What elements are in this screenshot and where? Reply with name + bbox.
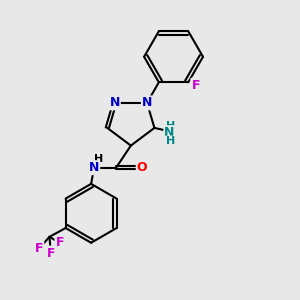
Text: N: N	[89, 161, 99, 174]
Text: H: H	[166, 136, 175, 146]
Text: F: F	[46, 247, 55, 260]
Text: H: H	[166, 122, 175, 131]
Text: F: F	[191, 79, 200, 92]
Text: N: N	[142, 96, 152, 110]
Text: N: N	[164, 126, 174, 139]
Text: F: F	[56, 236, 64, 249]
Text: N: N	[110, 96, 120, 110]
Text: H: H	[94, 154, 103, 164]
Text: O: O	[137, 161, 147, 174]
Text: F: F	[35, 242, 44, 255]
